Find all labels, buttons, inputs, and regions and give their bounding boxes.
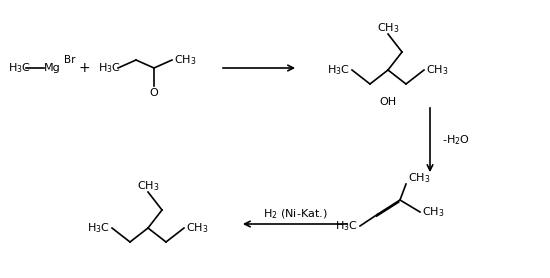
Text: CH$_3$: CH$_3$ [186,221,208,235]
Text: +: + [78,61,90,75]
Text: H$_3$C: H$_3$C [87,221,110,235]
Text: CH$_3$: CH$_3$ [426,63,448,77]
Text: O: O [150,88,158,98]
Text: -H$_2$O: -H$_2$O [442,133,470,147]
Text: Br: Br [64,55,75,65]
Text: CH$_3$: CH$_3$ [174,53,196,67]
Text: Mg: Mg [43,63,60,73]
Text: CH$_3$: CH$_3$ [137,179,159,193]
Text: H$_3$C: H$_3$C [327,63,350,77]
Text: H$_3$C: H$_3$C [335,219,358,233]
Text: H$_3$C: H$_3$C [98,61,121,75]
Text: CH$_3$: CH$_3$ [377,21,399,35]
Text: OH: OH [379,97,397,107]
Text: CH$_3$: CH$_3$ [408,171,431,185]
Text: CH$_3$: CH$_3$ [422,205,444,219]
Text: H$_2$ (Ni-Kat.): H$_2$ (Ni-Kat.) [263,207,327,221]
Text: H$_3$C: H$_3$C [8,61,31,75]
